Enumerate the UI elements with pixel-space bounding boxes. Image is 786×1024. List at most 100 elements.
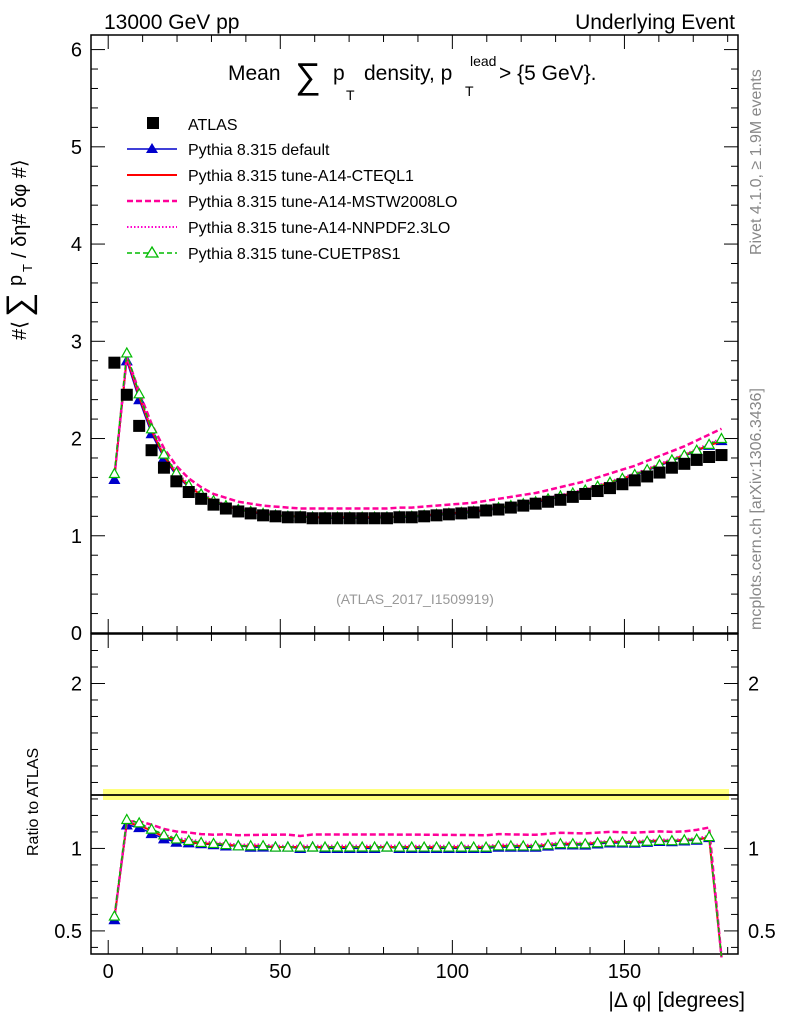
ratio-marker-cuetp8s1 [690, 832, 703, 844]
main-y-tick-label: 5 [71, 137, 82, 159]
main-y-tick-label: 3 [71, 331, 82, 353]
marker-cuetp8s1 [133, 387, 146, 399]
ratio-marker-cuetp8s1 [492, 839, 505, 851]
ratio-marker-cuetp8s1 [603, 835, 616, 847]
ratio-y-tick-label: 0.5 [54, 921, 82, 943]
title-p: p [333, 62, 345, 85]
data-point-atlas [455, 507, 468, 520]
data-point-atlas [616, 478, 629, 491]
ratio-marker-cuetp8s1 [120, 813, 133, 825]
svg-text:∑: ∑ [0, 293, 38, 317]
data-point-atlas [195, 492, 208, 505]
main-ticks: 0 1 2 3 4 5 6 [71, 35, 738, 645]
data-point-atlas [257, 509, 270, 522]
data-point-atlas [430, 509, 443, 522]
x-tick-label: 50 [269, 961, 291, 983]
ratio-marker-cuetp8s1 [554, 837, 567, 849]
legend-marker-cuetp8s1 [144, 245, 160, 258]
ratio-marker-cuetp8s1 [195, 836, 208, 848]
legend-label-nnpdf: Pythia 8.315 tune-A14-NNPDF2.3LO [188, 220, 450, 237]
main-panel-frame [90, 34, 739, 634]
x-tick-label: 0 [103, 961, 114, 983]
ratio-series [108, 813, 723, 958]
header-left: 13000 GeV pp [104, 11, 239, 34]
data-point-atlas [554, 493, 567, 506]
ratio-y-tick-label: 1 [71, 838, 82, 860]
legend: ATLAS Pythia 8.315 default Pythia 8.315 … [127, 117, 457, 263]
ratio-marker-cuetp8s1 [319, 840, 332, 852]
data-point-atlas [492, 503, 505, 516]
data-point-atlas [170, 475, 183, 488]
rivet-label: Rivet 4.1.0, ≥ 1.9M events [748, 69, 765, 255]
ratio-marker-cuetp8s1 [281, 840, 294, 852]
ratio-marker-cuetp8s1 [653, 834, 666, 846]
data-point-atlas [566, 490, 579, 503]
data-point-atlas [219, 502, 232, 515]
data-point-atlas [343, 512, 356, 525]
data-point-atlas [294, 511, 307, 524]
legend-marker-atlas [147, 117, 159, 129]
ratio-marker-cuetp8s1 [170, 832, 183, 844]
header-right: Underlying Event [575, 11, 735, 34]
ratio-marker-cuetp8s1 [418, 840, 431, 852]
data-point-atlas [368, 512, 381, 525]
data-point-atlas [405, 511, 418, 524]
ratio-y-tick-label-right: 0.5 [748, 921, 776, 943]
ratio-marker-cuetp8s1 [294, 840, 307, 852]
data-point-atlas [467, 506, 480, 519]
ratio-marker-cuetp8s1 [405, 840, 418, 852]
ratio-marker-cuetp8s1 [133, 816, 146, 828]
title-sub-t: T [346, 87, 355, 103]
main-series [108, 346, 728, 525]
ratio-marker-cuetp8s1 [219, 838, 232, 850]
ratio-marker-cuetp8s1 [529, 839, 542, 851]
analysis-watermark: (ATLAS_2017_I1509919) [336, 591, 494, 607]
ratio-y-tick-label-right: 2 [748, 673, 759, 695]
data-point-atlas [108, 356, 121, 369]
ratio-panel-frame [90, 633, 739, 955]
legend-label-mstw: Pythia 8.315 tune-A14-MSTW2008LO [188, 194, 457, 211]
ratio-marker-cuetp8s1 [232, 839, 245, 851]
title-sub-t2: T [465, 83, 474, 99]
ratio-marker-cuetp8s1 [269, 840, 282, 852]
main-y-tick-label: 4 [71, 234, 82, 256]
data-point-atlas [356, 512, 369, 525]
ratio-ticks: 0.5 0.5 1 1 2 2 0 50 100 150 [54, 634, 776, 983]
series-line-mstw [113, 355, 723, 510]
ratio-marker-cuetp8s1 [703, 830, 716, 842]
ratio-marker-cuetp8s1 [393, 840, 406, 852]
data-point-atlas [182, 486, 195, 499]
ratio-y-tick-label-right: 1 [748, 838, 759, 860]
ratio-marker-cuetp8s1 [616, 835, 629, 847]
marker-default [108, 473, 121, 484]
data-point-atlas [232, 505, 245, 518]
ratio-marker-cuetp8s1 [579, 837, 592, 849]
marker-cuetp8s1 [108, 467, 121, 479]
marker-cuetp8s1 [157, 447, 170, 459]
marker-cuetp8s1 [120, 346, 133, 358]
ratio-marker-cuetp8s1 [145, 822, 158, 834]
title-mid: density, p [364, 62, 452, 85]
data-point-atlas [393, 511, 406, 524]
data-point-atlas [529, 497, 542, 510]
data-point-atlas [418, 510, 431, 523]
data-point-atlas [715, 449, 728, 462]
data-point-atlas [678, 457, 691, 470]
ratio-marker-cuetp8s1 [343, 840, 356, 852]
data-point-atlas [665, 461, 678, 474]
main-y-tick-label: 6 [71, 40, 82, 62]
ratio-marker-cuetp8s1 [467, 840, 480, 852]
ratio-marker-cuetp8s1 [356, 840, 369, 852]
data-point-atlas [579, 487, 592, 500]
data-point-atlas [331, 512, 344, 525]
marker-cuetp8s1 [715, 432, 728, 444]
legend-label-cuetp8s1: Pythia 8.315 tune-CUETP8S1 [188, 246, 401, 263]
legend-label-cteql1: Pythia 8.315 tune-A14-CTEQL1 [188, 168, 414, 185]
data-point-atlas [306, 512, 319, 525]
ratio-marker-cuetp8s1 [480, 840, 493, 852]
data-point-atlas [591, 485, 604, 498]
title-sup-lead: lead [470, 53, 496, 69]
data-point-atlas [380, 512, 393, 525]
ratio-marker-cuetp8s1 [380, 840, 393, 852]
